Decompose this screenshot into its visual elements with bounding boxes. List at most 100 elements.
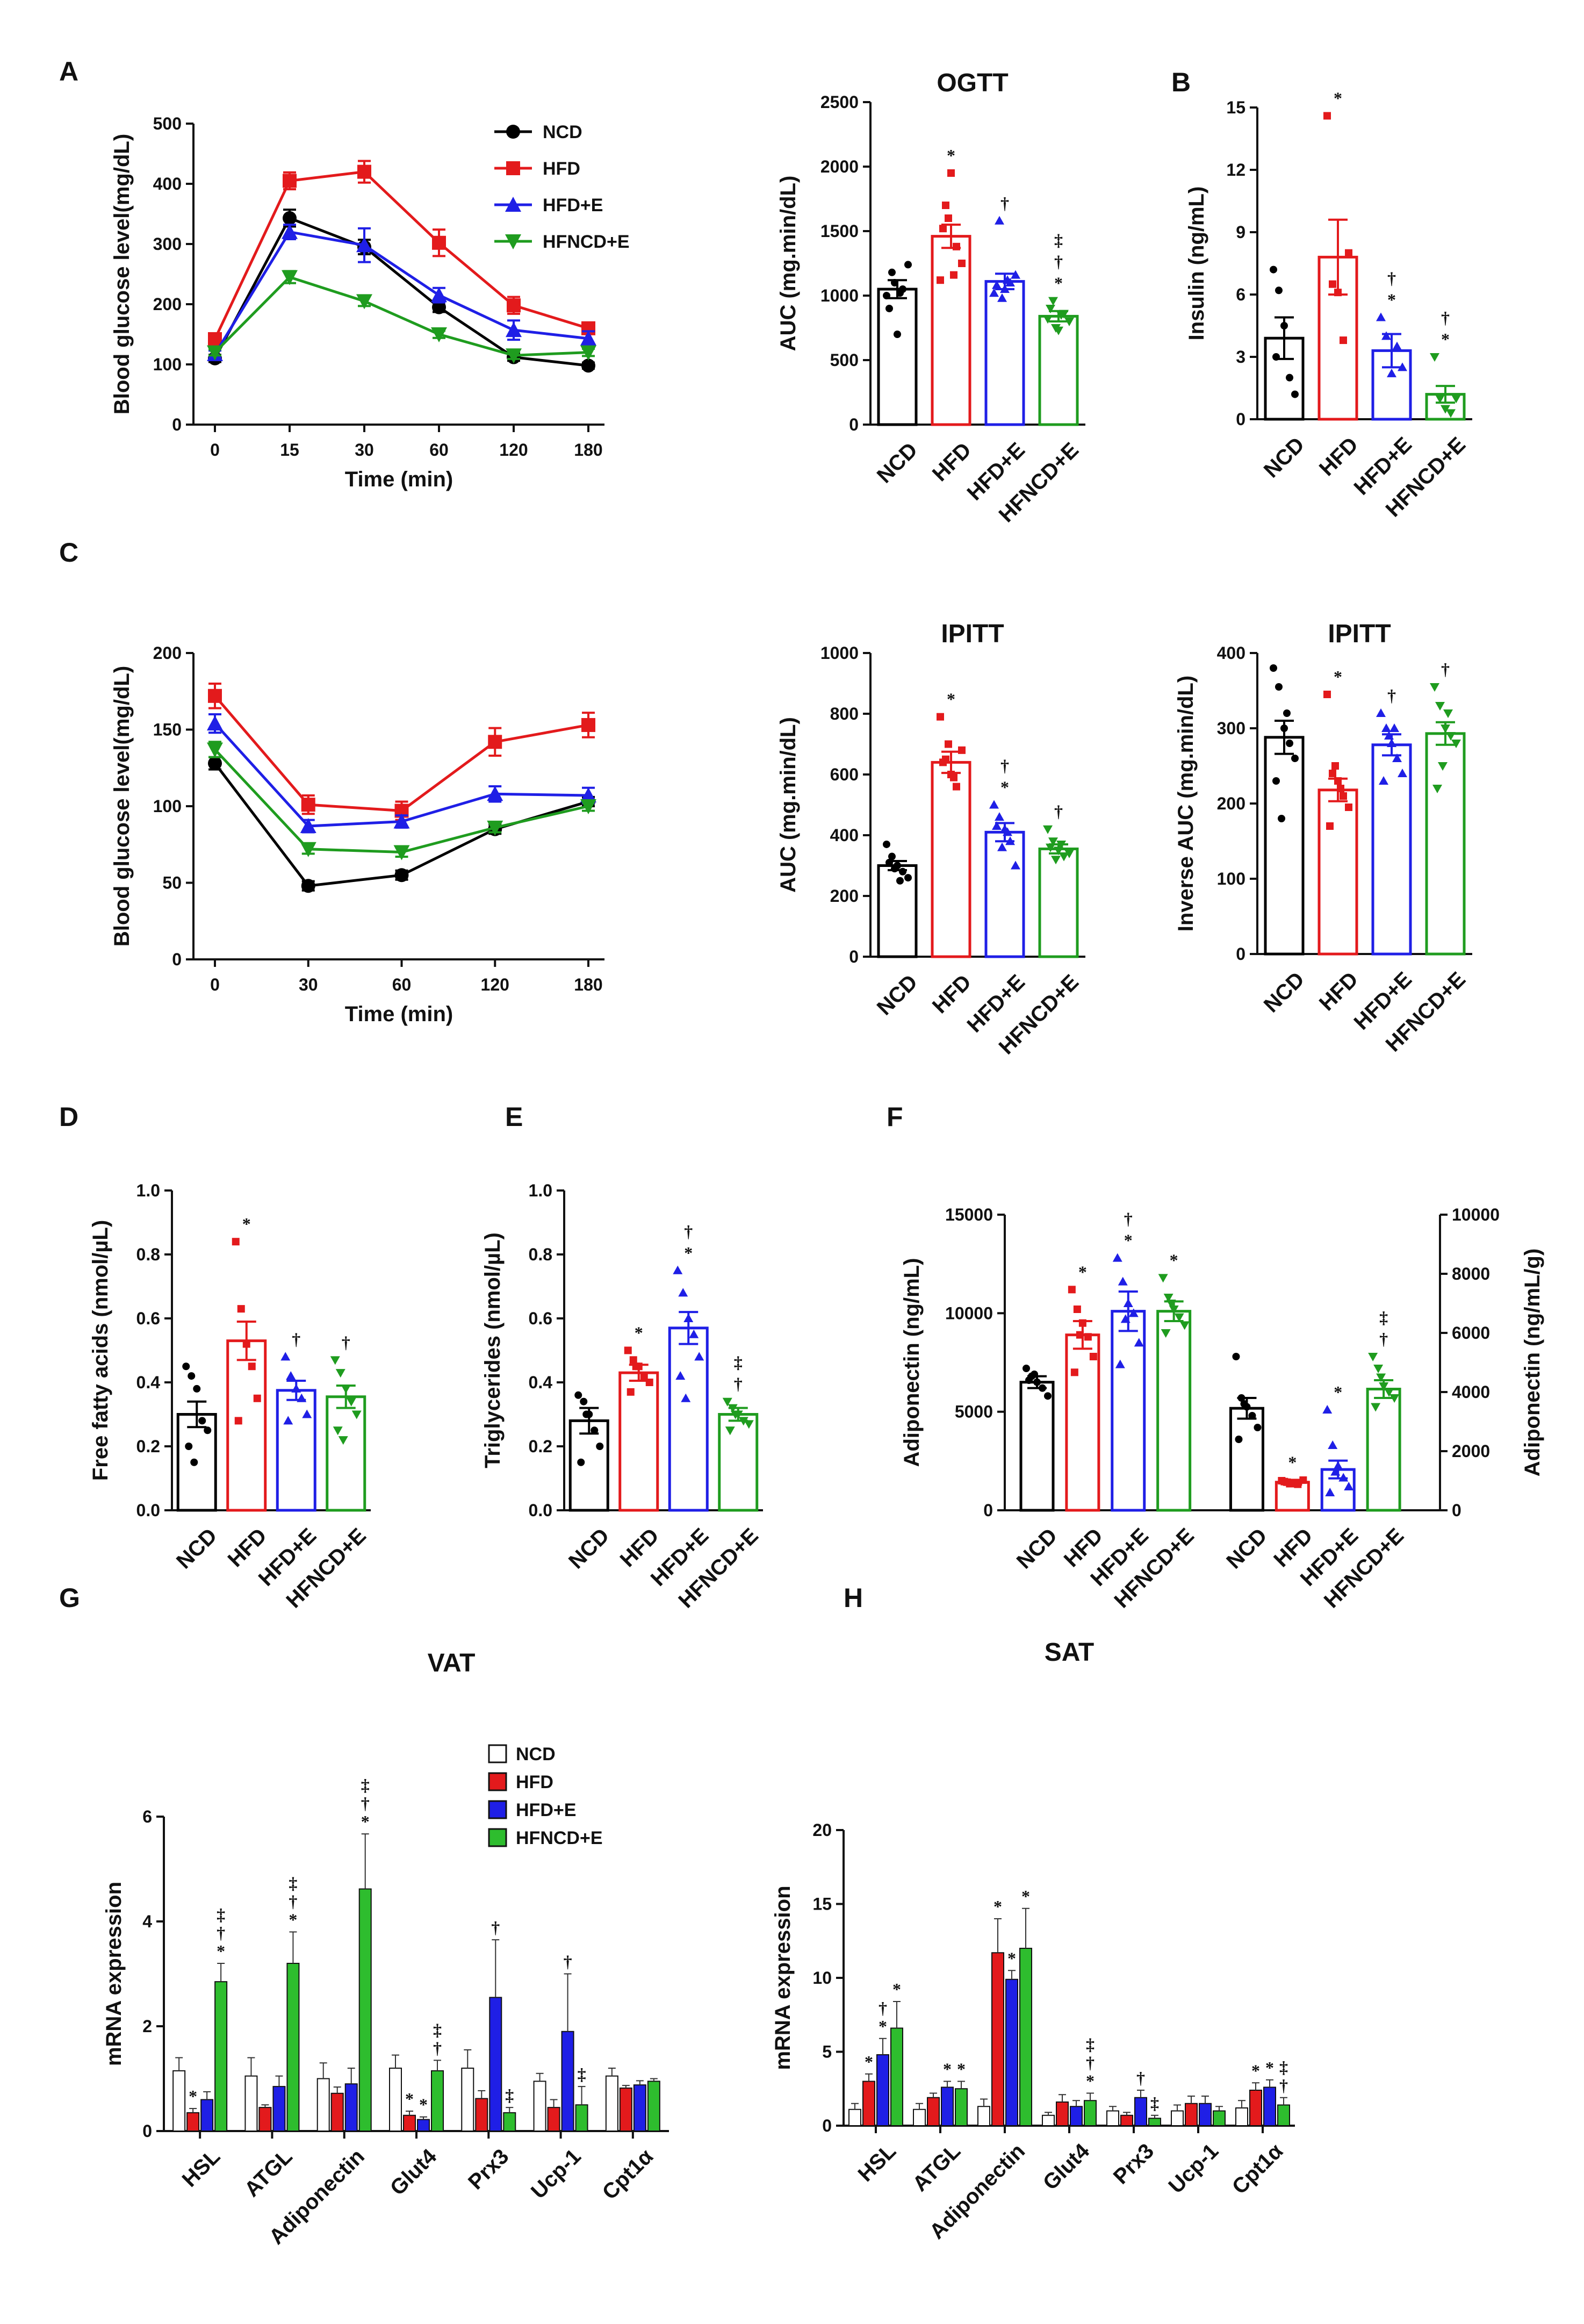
marker <box>1373 1365 1384 1373</box>
marker <box>301 798 315 812</box>
marker <box>1005 836 1015 845</box>
marker <box>1134 1338 1144 1347</box>
x-tick-label: 60 <box>429 440 449 460</box>
marker <box>1044 1392 1052 1400</box>
marker <box>302 1409 312 1418</box>
marker <box>1376 708 1386 717</box>
bar-HFD+E <box>1134 2097 1147 2126</box>
series-line <box>214 275 589 357</box>
marker <box>280 1352 291 1361</box>
significance-mark: * <box>242 1214 251 1233</box>
bar-NCD <box>977 2106 990 2126</box>
marker <box>283 211 297 225</box>
y-tick-label: 300 <box>153 234 182 254</box>
bar-HFNCD+E <box>647 2081 660 2132</box>
marker <box>356 294 372 310</box>
y-tick-label: 10000 <box>945 1303 993 1323</box>
marker <box>1441 725 1450 733</box>
marker <box>505 234 521 249</box>
y-tick-label: 0 <box>849 947 859 966</box>
marker <box>1435 702 1445 711</box>
x-tick-label: 120 <box>481 975 509 994</box>
bar-HFD <box>862 2081 875 2126</box>
bar-HFD+E <box>1005 1978 1018 2126</box>
marker <box>992 280 1002 289</box>
marker <box>580 787 596 803</box>
marker <box>506 161 520 175</box>
significance-mark: * <box>405 2089 414 2108</box>
C3-y-axis: 0 100 200 300 400 Inverse AUC (mg.min/dL) <box>1174 643 1258 964</box>
y-axis-label: Insulin (ng/mL) <box>1185 187 1208 341</box>
marker <box>883 840 890 848</box>
marker <box>888 852 896 860</box>
y-axis-label: Blood glucose level(mg/dL) <box>110 666 134 946</box>
y-tick-label: 0 <box>1236 410 1245 429</box>
marker <box>678 1288 688 1297</box>
marker <box>942 202 949 209</box>
significance-mark: ‡ <box>578 2064 586 2084</box>
x-axis-label: Time (min) <box>345 1002 453 1026</box>
marker <box>506 125 520 139</box>
legend: NCD HFD HFD+E HFNCD+E <box>494 122 630 252</box>
A2-y-axis: 0 500 1000 1500 2000 2500 AUC (mg.min/dL) <box>776 92 872 434</box>
bar-NCD <box>244 2075 258 2132</box>
bar-HFNCD+E <box>1084 2100 1097 2126</box>
bar-HFD <box>1056 2101 1069 2126</box>
significance-mark: * <box>943 2060 952 2079</box>
y-axis-label: mRNA expression <box>771 1885 795 2070</box>
chart-title: IPITT <box>1328 620 1391 648</box>
y-tick-label: 0.0 <box>136 1501 160 1520</box>
marker <box>725 1426 735 1436</box>
marker <box>1076 1331 1084 1339</box>
marker <box>346 1397 356 1407</box>
significance-mark: † <box>1086 2053 1095 2072</box>
chart-title: OGTT <box>937 69 1008 97</box>
y-tick-label: 1000 <box>820 286 859 305</box>
marker <box>904 874 912 882</box>
A1-y-axis: 0 100 200 300 400 500 Blood glucose level(mg/d… <box>110 114 195 434</box>
y-tick-label: 4 <box>142 1912 152 1931</box>
panel-letter-C: C <box>59 537 78 568</box>
x-tick-label: 180 <box>574 440 602 460</box>
marker <box>1368 1353 1378 1361</box>
bar-HFNCD+E <box>1213 2110 1226 2126</box>
chart-title: SAT <box>1045 1638 1094 1667</box>
y-tick-label: 5 <box>822 2042 832 2062</box>
marker <box>1389 1394 1400 1403</box>
y-tick-label: 2000 <box>820 157 859 176</box>
marker <box>1240 1400 1248 1408</box>
series-line <box>213 216 589 367</box>
significance-mark: † <box>564 1952 572 1971</box>
marker <box>1330 1467 1341 1476</box>
bar-HFNCD+E <box>214 1981 228 2132</box>
marker <box>300 842 316 857</box>
marker <box>1384 1388 1394 1397</box>
legend-label: NCD <box>543 122 582 142</box>
marker <box>904 261 912 269</box>
marker <box>1278 815 1285 822</box>
marker <box>945 214 952 222</box>
marker <box>248 1362 256 1371</box>
bar-NCD <box>1042 2114 1055 2126</box>
marker <box>1376 312 1386 321</box>
y-tick-label: 400 <box>830 826 859 845</box>
marker <box>357 164 371 179</box>
marker <box>1051 856 1061 865</box>
marker <box>681 1393 691 1402</box>
significance-mark: * <box>1251 2061 1260 2080</box>
significance-mark: * <box>289 1910 297 1930</box>
marker <box>1043 825 1053 834</box>
marker <box>335 1369 345 1378</box>
marker <box>1179 1321 1190 1330</box>
D-y-axis: 0.0 0.2 0.4 0.6 0.8 1.0 Free fatty acids (nmol… <box>89 1181 173 1520</box>
marker <box>242 1340 250 1348</box>
y-axis-label: AUC (mg.min/dL) <box>776 717 800 893</box>
marker <box>1118 1276 1128 1286</box>
significance-mark: * <box>1000 778 1009 797</box>
marker <box>1078 1319 1086 1327</box>
y-tick-label: 1500 <box>820 221 859 241</box>
bar-HFNCD+E <box>1148 2118 1161 2126</box>
y-tick-label: 15 <box>1226 98 1245 117</box>
bar-HFD <box>1185 2103 1198 2126</box>
significance-mark: † <box>1000 756 1009 776</box>
